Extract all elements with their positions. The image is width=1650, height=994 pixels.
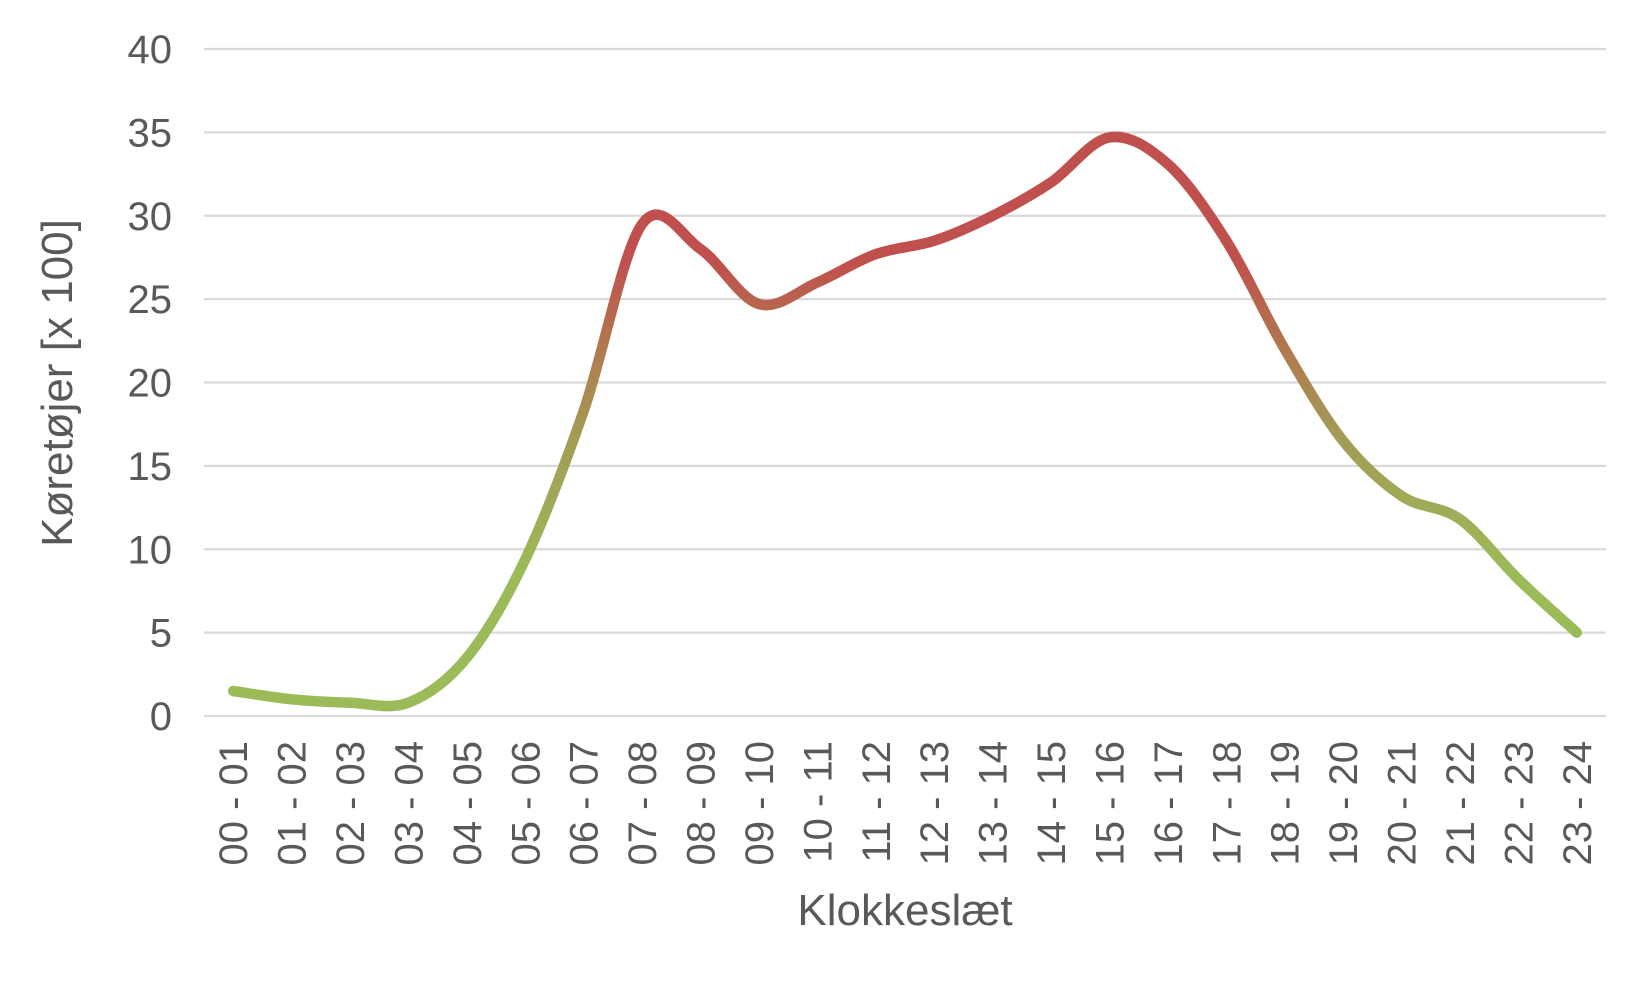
y-tick-label: 10 [128, 528, 173, 572]
y-tick-label: 5 [150, 612, 172, 656]
x-tick-label: 20 - 21 [1381, 741, 1425, 866]
y-tick-label: 40 [128, 28, 173, 72]
x-tick-label: 08 - 09 [680, 741, 724, 866]
x-tick-label: 13 - 14 [972, 741, 1016, 866]
x-tick-label: 02 - 03 [329, 741, 373, 866]
x-tick-label: 17 - 18 [1205, 741, 1249, 866]
x-tick-label: 09 - 10 [738, 741, 782, 866]
x-tick-label: 21 - 22 [1439, 741, 1483, 866]
y-tick-label: 25 [128, 278, 173, 322]
y-tick-label: 35 [128, 111, 173, 155]
y-tick-label: 0 [150, 695, 172, 739]
y-axis-title: Køretøjer [x 100] [33, 219, 82, 547]
series-line-vehicles [227, 131, 1583, 712]
x-tick-label: 15 - 16 [1088, 741, 1132, 866]
y-tick-label: 20 [128, 362, 173, 406]
x-tick-label: 16 - 17 [1147, 741, 1191, 866]
x-tick-label: 11 - 12 [855, 741, 899, 863]
x-tick-label: 00 - 01 [212, 741, 256, 866]
x-axis-title: Klokkeslæt [797, 886, 1012, 935]
x-tick-label: 22 - 23 [1497, 741, 1541, 866]
x-tick-label: 23 - 24 [1556, 741, 1600, 866]
x-tick-label: 19 - 20 [1322, 741, 1366, 866]
x-tick-label: 03 - 04 [387, 741, 431, 866]
x-tick-label: 18 - 19 [1264, 741, 1308, 866]
x-tick-labels: 00 - 01 01 - 02 02 - 03 03 - 04 04 - 05 05 - … [212, 741, 1600, 866]
y-tick-label: 15 [128, 445, 173, 489]
y-tick-labels: 0 5 10 15 20 25 30 35 40 [128, 28, 173, 739]
x-tick-label: 05 - 06 [504, 741, 548, 866]
x-tick-label: 07 - 08 [621, 741, 665, 866]
x-tick-label: 04 - 05 [446, 741, 490, 866]
x-tick-label: 06 - 07 [563, 741, 607, 866]
x-tick-label: 01 - 02 [271, 741, 315, 866]
x-tick-label: 12 - 13 [913, 741, 957, 866]
gridlines [204, 47, 1606, 718]
y-tick-label: 30 [128, 195, 173, 239]
x-tick-label: 14 - 15 [1030, 741, 1074, 866]
x-tick-label: 10 - 11 [796, 741, 840, 863]
